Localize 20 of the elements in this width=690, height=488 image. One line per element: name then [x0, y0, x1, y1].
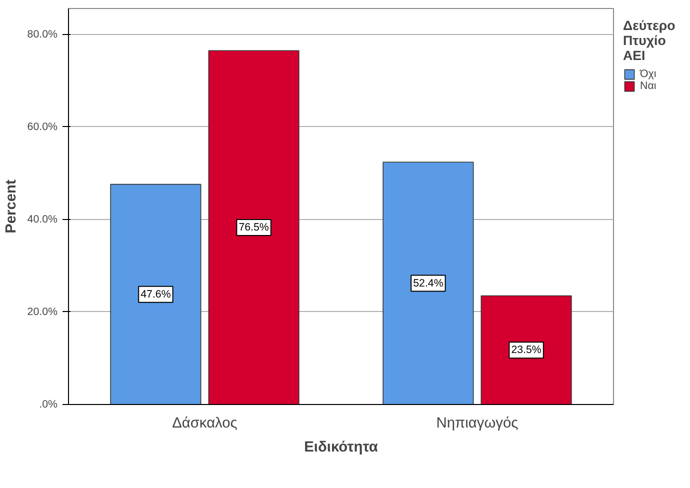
bar: [382, 162, 474, 404]
y-tick-label: 60.0%: [27, 120, 58, 133]
bar: [110, 184, 202, 404]
data-label: 23.5%: [511, 344, 542, 356]
data-label: 76.5%: [238, 222, 270, 234]
data-label: 52.4%: [413, 277, 444, 290]
legend-label: Ναι: [640, 80, 658, 92]
bar: [208, 50, 300, 404]
legend-label: Όχι: [640, 68, 658, 80]
x-axis-title: Ειδικότητα: [304, 440, 378, 456]
x-tick-label: Νηπιαγωγός: [436, 416, 518, 432]
y-tick-label: .0%: [39, 398, 58, 410]
y-tick-label: 80.0%: [27, 28, 58, 40]
x-tick-label: Δάσκαλος: [172, 416, 238, 432]
y-tick-label: 40.0%: [27, 213, 58, 226]
y-tick-label: 20.0%: [27, 306, 58, 318]
data-label: 47.6%: [140, 288, 172, 300]
bar: [480, 295, 572, 404]
legend-title: Δεύτερο Πτυχίο ΑΕΙ: [623, 18, 676, 63]
y-axis-title: Percent: [3, 180, 20, 234]
